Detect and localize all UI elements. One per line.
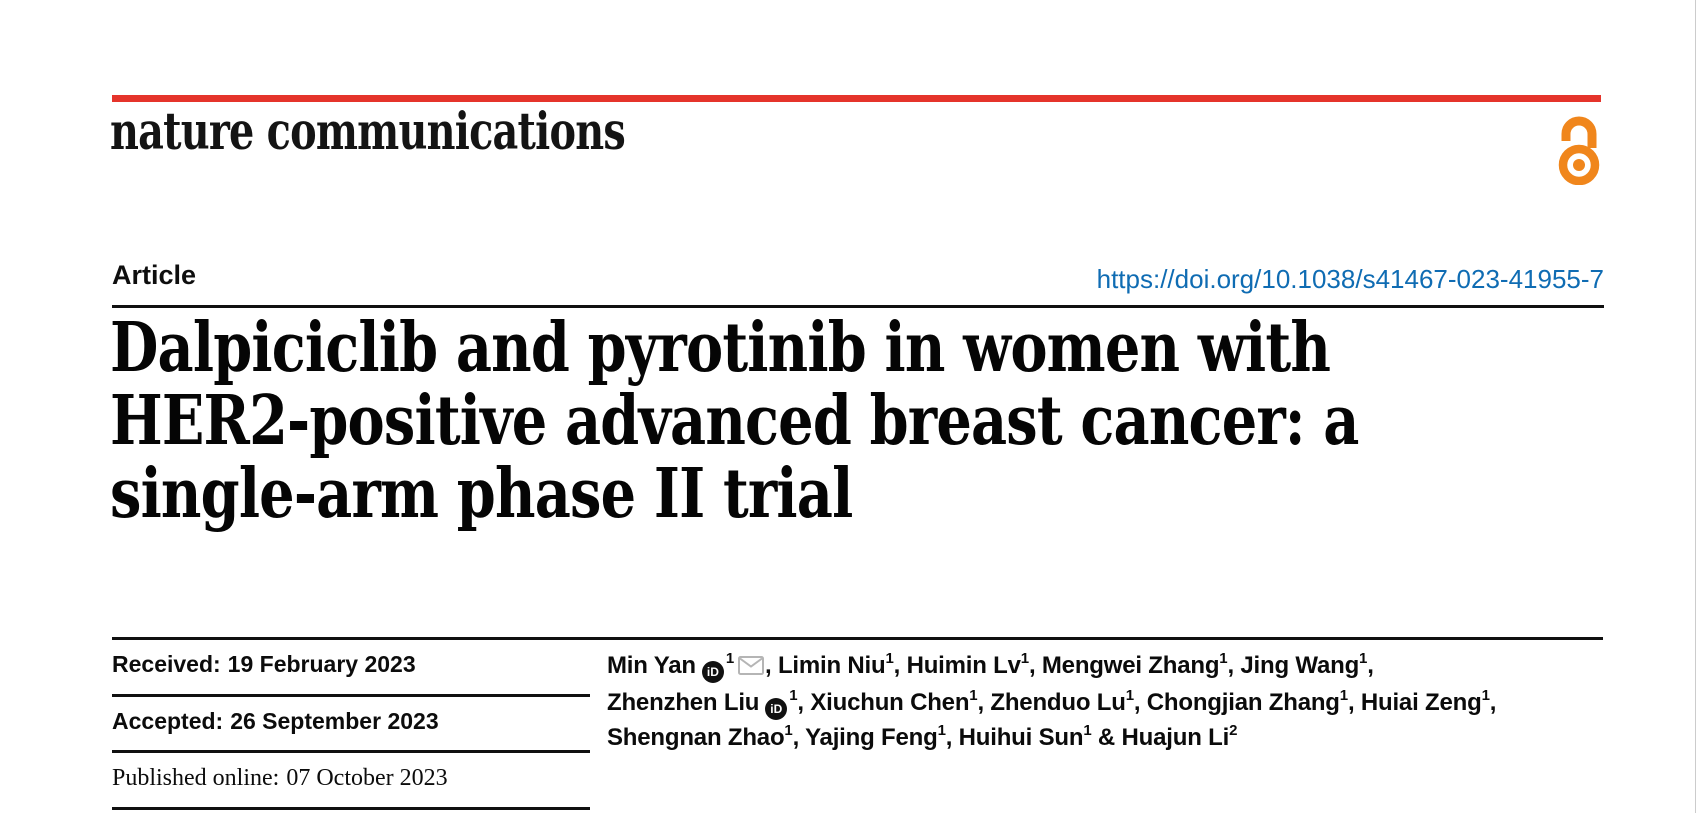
author-separator: , <box>1367 652 1374 679</box>
author-affiliation-superscript: 1 <box>1020 650 1029 667</box>
author-affiliation-superscript: 1 <box>969 687 978 704</box>
author-separator: , <box>893 652 907 679</box>
received-label: Received: <box>112 651 221 677</box>
author-affiliation-superscript: 1 <box>1125 687 1134 704</box>
author-separator: , <box>1489 689 1497 716</box>
author-affiliation-superscript: 1 <box>1083 722 1092 739</box>
author-separator: , <box>977 689 991 716</box>
author-name: Chongjian Zhang <box>1146 689 1340 716</box>
published-label: Published online: <box>112 765 280 791</box>
metadata-top-divider <box>112 637 1603 640</box>
author-name: Min Yan <box>607 652 696 679</box>
author-name: Jing Wang <box>1240 652 1360 679</box>
header-divider <box>112 305 1604 308</box>
author-affiliation-superscript: 1 <box>1481 687 1490 704</box>
author-name: Mengwei Zhang <box>1041 652 1220 679</box>
received-date-row: Received: 19 February 2023 <box>112 651 416 678</box>
metadata-divider <box>112 694 590 697</box>
author-name: Limin Niu <box>777 652 886 679</box>
accepted-value: 26 September 2023 <box>230 708 439 734</box>
journal-logo: nature communications <box>110 102 626 162</box>
author-name: Huajun Li <box>1121 724 1230 751</box>
author-name: Xiuchun Chen <box>810 689 970 716</box>
page-right-border <box>1695 0 1696 813</box>
orcid-icon[interactable]: iD <box>701 661 724 683</box>
author-separator: , <box>797 689 811 716</box>
author-affiliation-superscript: 1 <box>1219 650 1228 667</box>
author-name: Zhenduo Lu <box>990 689 1126 716</box>
author-separator: , <box>1028 652 1042 679</box>
author-name: Huihui Sun <box>958 724 1084 751</box>
author-line: Zhenzhen Liu iD1, Xiuchun Chen1, Zhenduo … <box>607 685 1496 720</box>
author-list: Min Yan iD1, Limin Niu1, Huimin Lv1, Meng… <box>607 648 1496 755</box>
author-affiliation-superscript: 2 <box>1229 722 1238 739</box>
published-value: 07 October 2023 <box>286 765 448 791</box>
published-date-row: Published online: 07 October 2023 <box>112 765 448 792</box>
article-title: Dalpiciclib and pyrotinib in women with … <box>110 312 1359 531</box>
author-separator: , <box>945 724 959 751</box>
metadata-divider <box>112 807 590 810</box>
author-affiliation-superscript: 1 <box>725 650 735 667</box>
author-affiliation-superscript: 1 <box>1359 650 1368 667</box>
open-access-lock-icon <box>1558 116 1600 185</box>
author-separator: , <box>1347 689 1361 716</box>
author-name: Shengnan Zhao <box>607 724 785 751</box>
title-line-3: single-arm phase II trial <box>110 454 853 534</box>
author-separator: , <box>765 652 778 679</box>
author-name: Yajing Feng <box>805 724 938 751</box>
accepted-label: Accepted: <box>112 708 224 734</box>
author-line: Min Yan iD1, Limin Niu1, Huimin Lv1, Meng… <box>607 648 1496 685</box>
orcid-icon[interactable]: iD <box>765 698 788 720</box>
author-separator: & <box>1091 724 1122 751</box>
author-separator: , <box>1133 689 1147 716</box>
author-separator: , <box>1227 652 1241 679</box>
article-type-label: Article <box>112 260 197 290</box>
author-separator: , <box>792 724 806 751</box>
author-name: Zhenzhen Liu <box>607 689 760 716</box>
author-affiliation-superscript: 1 <box>784 722 793 739</box>
author-name: Huiai Zeng <box>1360 689 1482 716</box>
received-value: 19 February 2023 <box>227 651 416 677</box>
author-line: Shengnan Zhao1, Yajing Feng1, Huihui Sun… <box>607 720 1496 755</box>
title-line-1: Dalpiciclib and pyrotinib in women with <box>110 308 1331 388</box>
accepted-date-row: Accepted: 26 September 2023 <box>112 708 439 735</box>
title-line-2: HER2-positive advanced breast cancer: a <box>110 381 1359 461</box>
metadata-divider <box>112 750 590 753</box>
author-affiliation-superscript: 1 <box>937 722 946 739</box>
brand-red-bar <box>112 95 1601 102</box>
author-affiliation-superscript: 1 <box>789 687 798 704</box>
author-affiliation-superscript: 1 <box>885 650 894 667</box>
doi-link[interactable]: https://doi.org/10.1038/s41467-023-41955… <box>1096 264 1604 294</box>
author-name: Huimin Lv <box>906 652 1021 679</box>
email-icon[interactable] <box>738 650 765 685</box>
author-affiliation-superscript: 1 <box>1339 687 1348 704</box>
